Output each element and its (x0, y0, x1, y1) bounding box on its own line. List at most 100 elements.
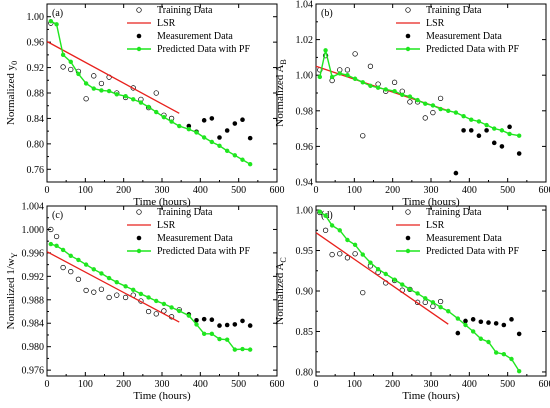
pf-point (240, 346, 245, 352)
pf-point (68, 253, 73, 259)
y-tick-label: 0.98 (296, 106, 314, 117)
y-tick-label: 1.02 (296, 35, 314, 46)
y-tick-label: 0.992 (22, 272, 45, 283)
measurement-point (499, 144, 505, 149)
x-tick-label: 0 (45, 379, 50, 390)
pf-point (60, 247, 66, 253)
pf-point (368, 260, 373, 265)
y-tick-label: 1.00 (296, 71, 314, 82)
pf-point (106, 88, 112, 94)
legend-entry-label: Predicted Data with PF (157, 246, 250, 257)
y-axis-title: Normalized 1/wY (5, 252, 19, 329)
pf-point (131, 287, 136, 293)
y-tick-label: 1.000 (22, 225, 45, 236)
training-point (145, 308, 152, 315)
pf-point (329, 74, 335, 80)
y-tick-label: 1.004 (22, 202, 45, 213)
x-tick-label: 200 (385, 379, 400, 390)
training-point (153, 90, 159, 96)
measurement-point (516, 331, 522, 337)
legend-marker-pf-point (405, 46, 411, 52)
pf-point (478, 336, 484, 341)
measurement-point (486, 320, 491, 325)
pf-point (375, 266, 381, 272)
pf-point (446, 108, 451, 114)
legend-entry-label: Predicted Data with PF (426, 44, 519, 55)
y-axis-title-main: Normalized y (5, 64, 17, 125)
pf-point (360, 252, 365, 257)
pf-point (123, 284, 128, 289)
measurement-point (217, 135, 222, 140)
pf-point (123, 93, 128, 99)
pf-point (501, 351, 507, 357)
training-point (53, 233, 60, 240)
pf-point (169, 305, 174, 310)
pf-point (493, 350, 499, 355)
x-tick-label: 400 (462, 379, 477, 390)
measurement-point (209, 116, 215, 121)
pf-point (138, 291, 144, 297)
pf-point (186, 127, 192, 132)
pf-point (169, 119, 174, 124)
y-axis-title-subscript: B (279, 59, 288, 64)
x-axis-title: Time (hours) (402, 196, 460, 208)
training-point (352, 51, 358, 57)
x-tick-label: 100 (78, 379, 93, 390)
x-axis-title: Time (hours) (402, 390, 460, 402)
pf-point (114, 280, 119, 285)
measurement-point (468, 128, 474, 133)
y-tick-label: 0.95 (296, 246, 314, 257)
pf-point (201, 135, 207, 140)
pf-point (60, 52, 66, 58)
measurement-point (455, 330, 461, 336)
y-tick-label: 0.996 (22, 248, 45, 259)
legend-entry-label: Measurement Data (157, 31, 233, 42)
pf-point (186, 313, 192, 318)
measurement-point (501, 322, 507, 328)
x-tick-label: 500 (231, 379, 246, 390)
legend-marker-measurement (136, 33, 142, 39)
y-tick-label: 1.00 (27, 12, 45, 23)
chart-panel: 0 100 200 300 400 500 600 0.94 0.96 0.98 1.00 1.02 1… (274, 0, 550, 208)
measurement-point (463, 318, 468, 324)
pf-point (161, 114, 167, 120)
x-tick-label: 0 (314, 185, 319, 196)
training-point (68, 66, 74, 73)
y-tick-label: 1.04 (296, 0, 314, 11)
pf-point (177, 308, 182, 314)
pf-point (224, 337, 230, 342)
measurement-point (516, 151, 522, 156)
x-tick-label: 300 (424, 185, 439, 196)
training-point (98, 80, 105, 87)
training-point (83, 96, 89, 102)
y-axis-title: Normalized AB (274, 59, 288, 126)
pf-point (194, 322, 199, 327)
measurement-point (224, 322, 230, 328)
training-point (430, 109, 436, 116)
y-axis-title-main: Normalized A (274, 65, 286, 127)
y-tick-label: 1.00 (296, 206, 314, 217)
lsr-line (46, 40, 180, 114)
pf-point (99, 88, 104, 93)
training-point (414, 299, 421, 305)
pf-point (470, 329, 476, 334)
measurement-point (478, 319, 484, 325)
pf-point (438, 106, 443, 112)
measurement-point (201, 316, 207, 322)
measurement-point (217, 323, 222, 328)
pf-point (329, 223, 335, 228)
training-point (422, 299, 428, 305)
measurement-point (232, 121, 238, 126)
x-tick-label: 500 (231, 185, 246, 196)
legend-marker-pf-point (136, 46, 142, 52)
legend-entry-label: Predicted Data with PF (157, 44, 250, 55)
pf-point (317, 209, 323, 214)
pf-point (360, 80, 365, 85)
y-tick-label: 0.84 (27, 114, 45, 125)
pf-point (438, 304, 443, 310)
x-tick-label: 100 (78, 185, 93, 196)
pf-point (99, 271, 104, 276)
training-point (60, 64, 66, 70)
pf-point (91, 267, 96, 272)
legend-entry-label: Measurement Data (426, 233, 502, 244)
